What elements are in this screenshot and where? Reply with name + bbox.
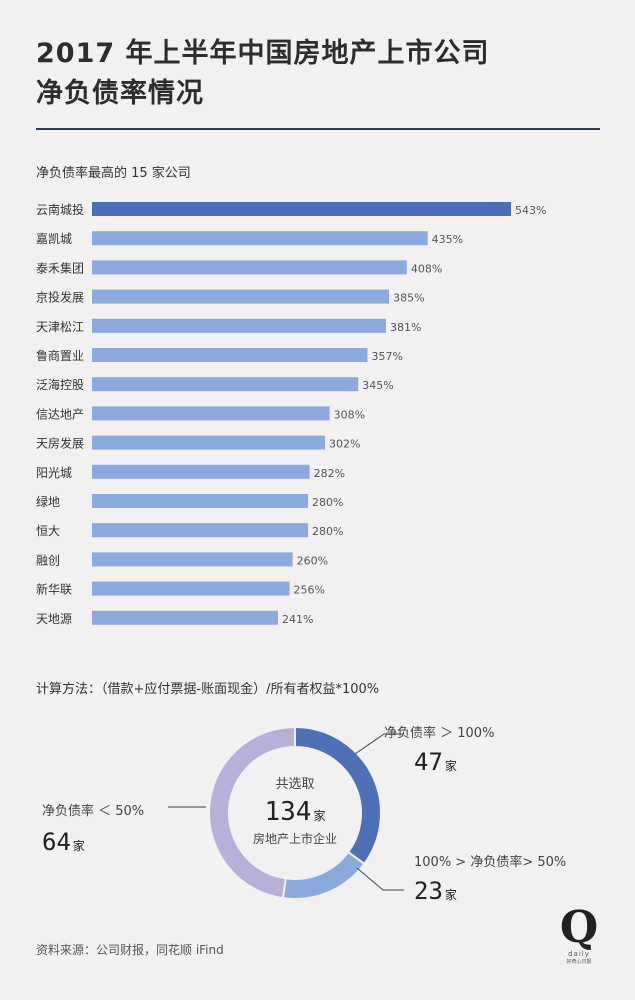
page-title: 2017 年上半年中国房地产上市公司 净负债率情况: [36, 34, 490, 114]
bar: [92, 260, 407, 275]
slice-count-mid-value: 23: [414, 877, 443, 905]
slice-count-low-unit: 家: [72, 839, 85, 853]
slice-count-low-value: 64: [42, 828, 71, 856]
formula-text: 计算方法：（借款+应付票据-账面现金）/所有者权益*100%: [36, 682, 380, 697]
bar: [92, 318, 386, 333]
leader-line-high: [354, 733, 404, 755]
bar-category-label: 嘉凯城: [36, 232, 72, 246]
title-line-2: 净负债率情况: [36, 78, 204, 109]
bar: [92, 202, 511, 216]
bar: [92, 494, 309, 508]
bar-value-label: 435%: [432, 233, 463, 246]
bar-category-label: 云南城投: [36, 202, 84, 217]
donut-center-value: 134 家: [246, 797, 344, 827]
brand-logo: Q daily 好奇心日报: [558, 902, 600, 966]
bar: [92, 610, 278, 625]
bar: [92, 289, 390, 304]
slice-count-high-unit: 家: [444, 759, 457, 773]
bar-category-label: 信达地产: [36, 407, 84, 421]
slice-label-mid: 100% > 净负债率> 50%: [414, 855, 567, 870]
bar-value-label: 280%: [312, 525, 343, 538]
bar-category-label: 恒大: [36, 524, 60, 538]
bar-value-label: 308%: [334, 408, 365, 421]
bar-category-label: 阳光城: [36, 466, 72, 480]
slice-label-high: 净负债率 ＞ 100%: [384, 726, 495, 741]
bar: [92, 523, 309, 538]
bar-value-label: 302%: [329, 438, 360, 451]
source-note: 资料来源：公司财报，同花顺 iFind: [36, 943, 224, 957]
donut-center-unit: 家: [313, 809, 326, 823]
bar-value-label: 260%: [297, 554, 328, 567]
bar: [92, 552, 293, 567]
bar: [92, 377, 359, 392]
bar-value-label: 381%: [390, 321, 421, 334]
bar-value-label: 282%: [314, 467, 345, 480]
bar-category-label: 京投发展: [36, 290, 84, 305]
bar-value-label: 256%: [294, 584, 325, 597]
bar-chart-title: 净负债率最高的 15 家公司: [36, 166, 191, 181]
bar-value-label: 408%: [411, 262, 442, 275]
slice-count-mid: 23 家: [414, 877, 457, 905]
bar-category-label: 天房发展: [36, 436, 84, 451]
bar-category-label: 泛海控股: [36, 377, 84, 392]
bar: [92, 406, 330, 421]
logo-letter: Q: [559, 902, 599, 953]
bar-value-label: 543%: [515, 204, 546, 217]
donut-center-bottom: 房地产上市企业: [252, 832, 337, 846]
title-line-1: 2017 年上半年中国房地产上市公司: [36, 38, 490, 69]
logo-word: daily: [568, 950, 590, 958]
slice-count-mid-unit: 家: [444, 888, 457, 902]
donut-slice-mid: [281, 850, 366, 900]
bar-category-label: 泰禾集团: [36, 260, 84, 275]
donut-center-top: 共选取: [275, 777, 315, 792]
bar-category-label: 绿地: [36, 494, 60, 509]
leader-line-mid: [356, 867, 404, 891]
bar: [92, 581, 290, 596]
bar-value-label: 280%: [312, 496, 343, 509]
bar-category-label: 天地源: [36, 612, 72, 626]
slice-count-low: 64 家: [42, 828, 85, 856]
bar-category-label: 天津松江: [36, 320, 84, 334]
bar-value-label: 241%: [282, 613, 313, 626]
bar-category-label: 融创: [36, 553, 60, 567]
donut-center-number: 134: [264, 797, 312, 827]
bar: [92, 231, 428, 246]
bar-value-label: 385%: [393, 292, 424, 305]
logo-sub: 好奇心日报: [566, 959, 592, 965]
bar: [92, 435, 326, 450]
bar-category-label: 鲁商置业: [36, 348, 84, 363]
bar-value-label: 357%: [371, 350, 402, 363]
title-divider: [36, 128, 600, 130]
bar-category-label: 新华联: [36, 582, 72, 597]
slice-count-high: 47 家: [414, 748, 457, 776]
slice-count-high-value: 47: [414, 748, 443, 776]
slice-label-low: 净负债率 ＜ 50%: [42, 804, 145, 819]
bar: [92, 464, 310, 479]
donut-slice-low: [208, 725, 296, 900]
bar: [92, 348, 368, 362]
bar-value-label: 345%: [362, 379, 393, 392]
